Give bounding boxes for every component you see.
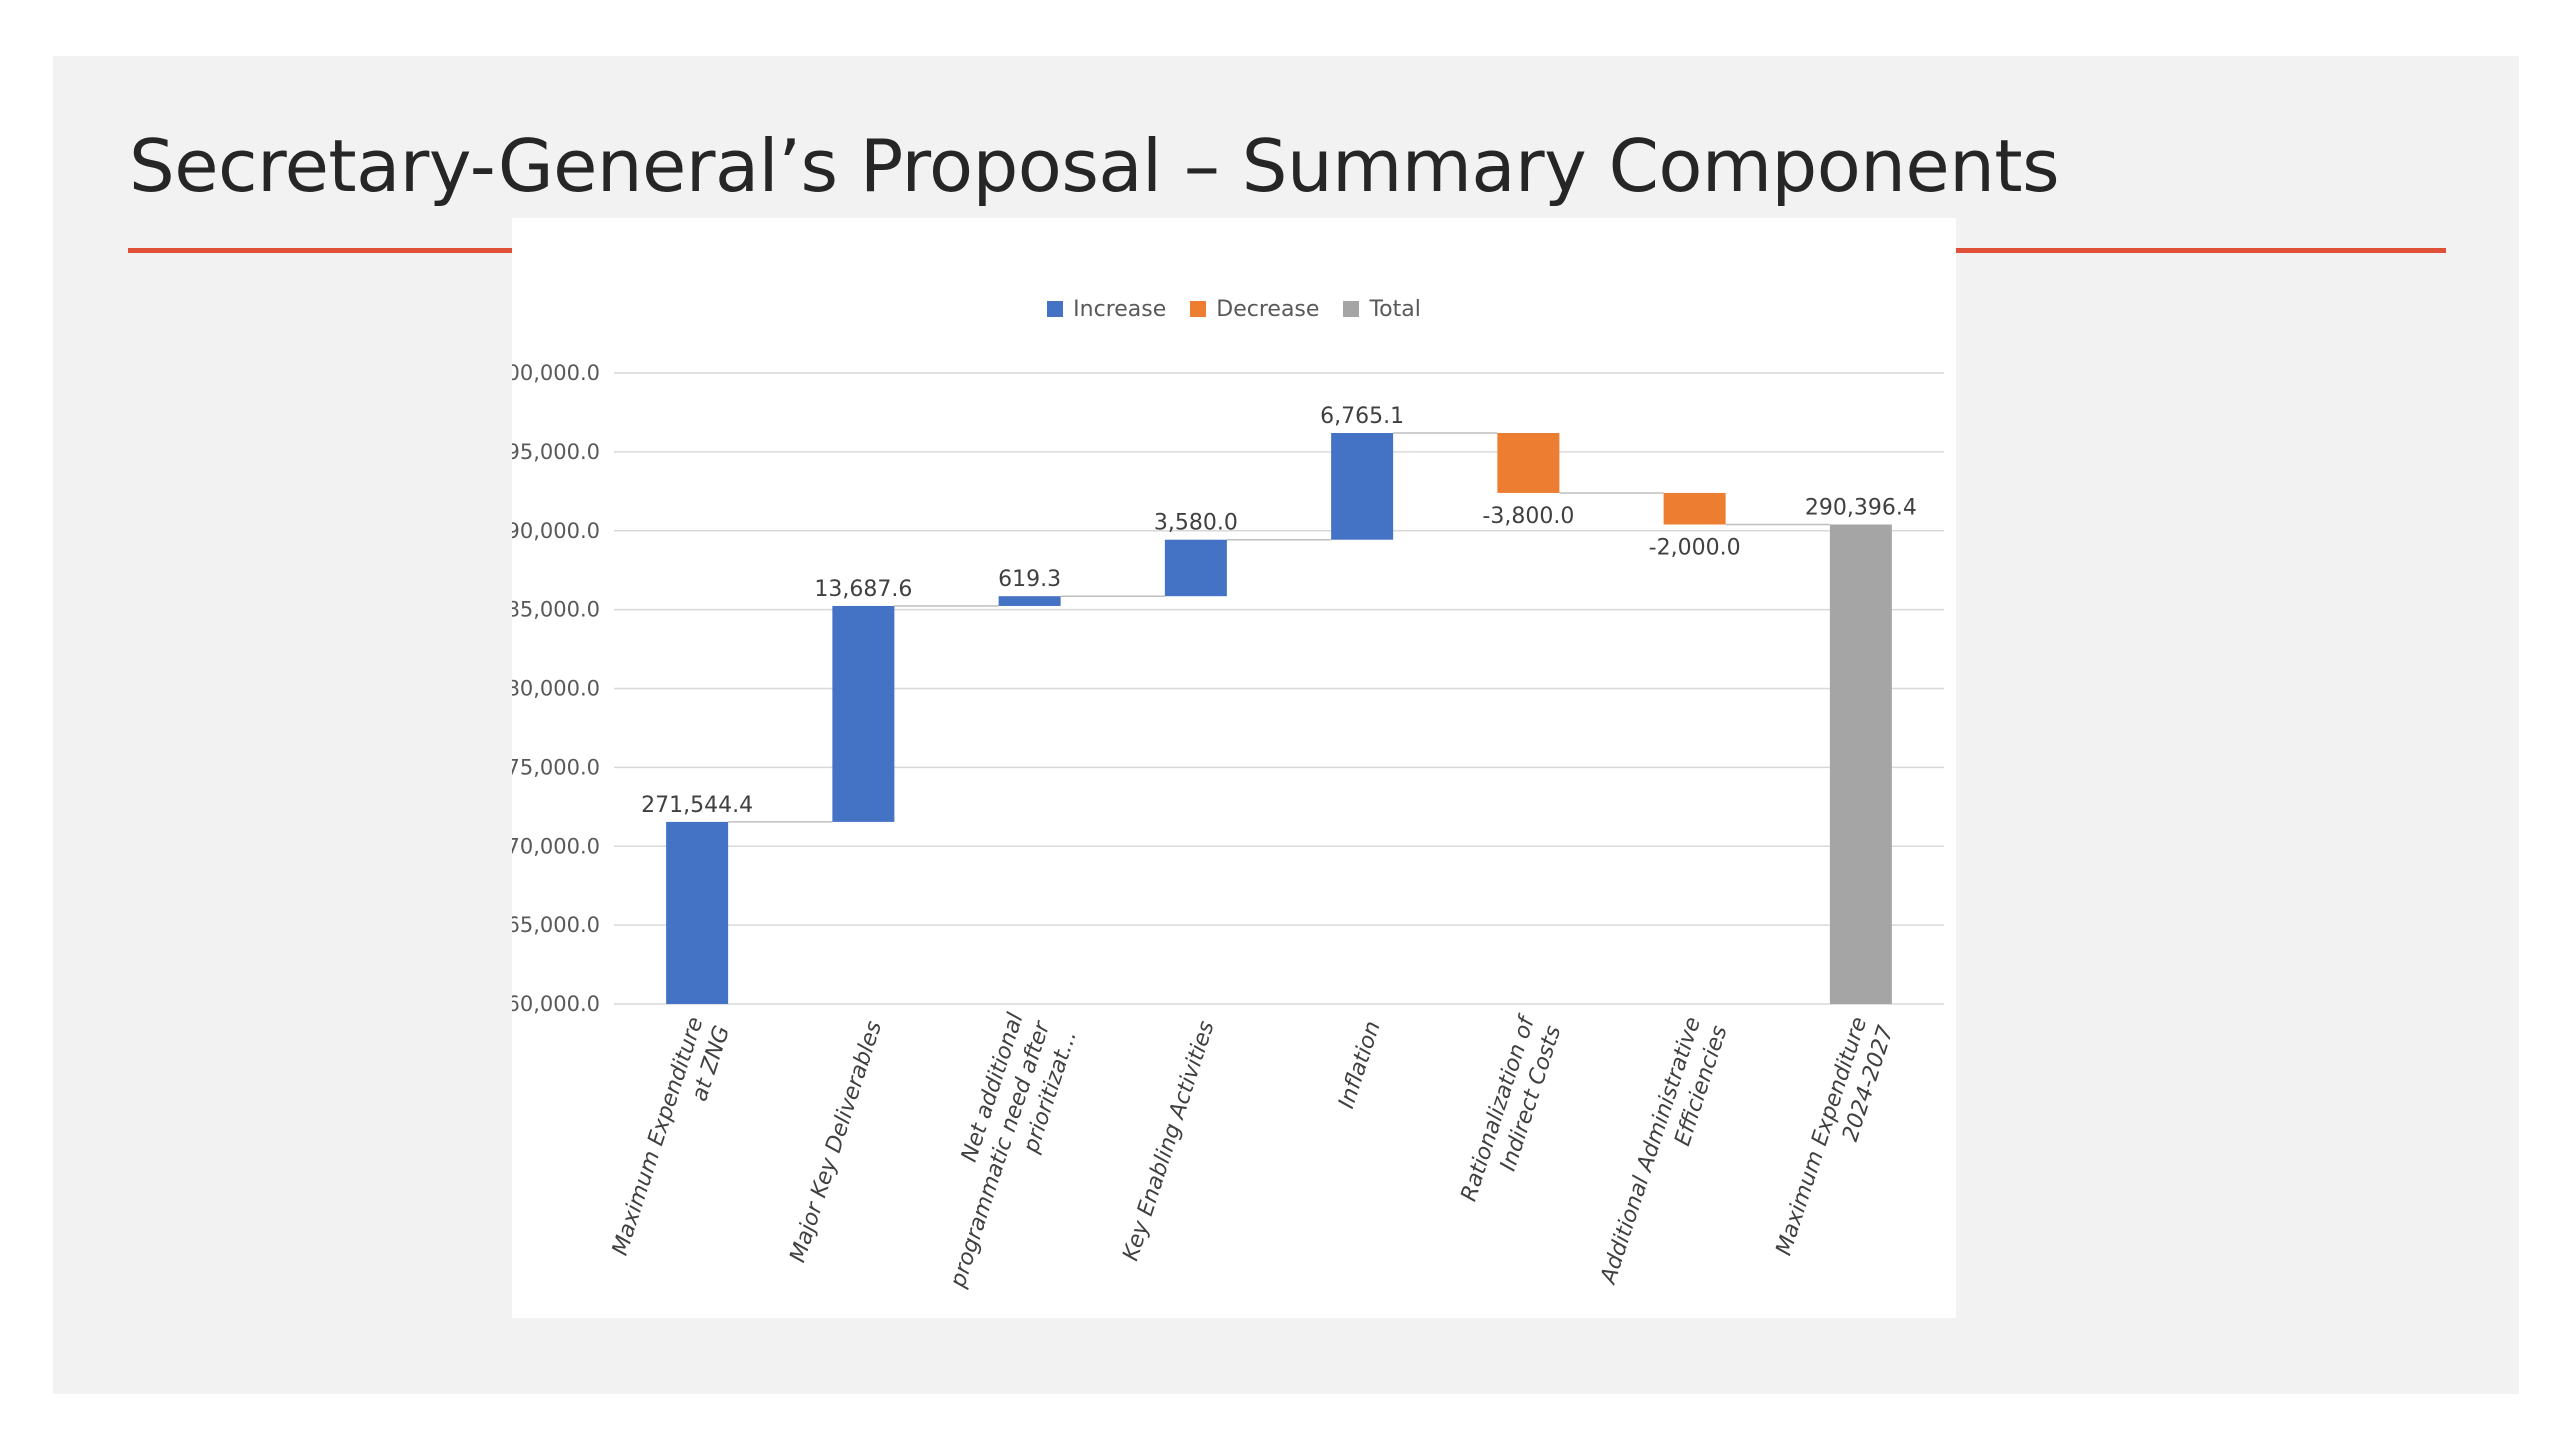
x-tick-label-2: Net additionalprogrammatic need afterpri… [919,1008,1083,1300]
legend-swatch-increase [1047,301,1064,317]
bars [666,433,1892,1004]
chart-legend: Increase Decrease Total [512,294,1956,324]
x-tick-text: Rationalization ofIndirect Costs [1457,1011,1568,1213]
x-tick-label-5: Rationalization ofIndirect Costs [1457,1011,1568,1213]
bar-5 [1497,433,1560,493]
y-tick-label: 290,000.0 [512,519,600,543]
data-label-2: 619.3 [998,567,1061,592]
connector-lines [728,432,1830,823]
bar-1 [832,605,895,822]
legend-item-decrease: Decrease [1190,297,1319,322]
bar-6 [1663,492,1726,525]
y-tick-label: 265,000.0 [512,913,600,937]
y-tick-label: 300,000.0 [512,361,600,385]
bar-4 [1331,433,1394,540]
y-tick-label: 260,000.0 [512,992,600,1016]
y-tick-label: 280,000.0 [512,677,600,701]
x-tick-label-3: Key Enabling Activities [1118,1018,1219,1264]
y-tick-label: 275,000.0 [512,755,600,779]
x-tick-text: Key Enabling Activities [1118,1018,1219,1264]
bar-3 [1164,539,1227,597]
bar-7 [1829,524,1892,1004]
y-tick-label: 295,000.0 [512,440,600,464]
data-label-5: -3,800.0 [1482,504,1574,529]
y-tick-label: 285,000.0 [512,598,600,622]
data-label-1: 13,687.6 [814,577,912,602]
x-axis-labels: Maximum Expenditureat ZNG Major Key Deliv… [608,1008,1899,1300]
x-tick-text: Maximum Expenditureat ZNG [608,1014,735,1267]
x-tick-label-7: Maximum Expenditure2024-2027 [1772,1014,1899,1267]
legend-item-total: Total [1343,296,1421,322]
x-tick-text: Additional AdministrativeEfficiencies [1596,1014,1733,1297]
x-tick-text: Major Key Deliverables [785,1018,887,1266]
bar-2 [998,596,1061,606]
data-label-0: 271,544.4 [641,793,753,818]
legend-item-increase: Increase [1047,297,1166,322]
x-tick-text: Inflation [1334,1018,1386,1112]
grid-lines [614,372,1944,1005]
data-label-4: 6,765.1 [1320,404,1404,429]
legend-swatch-decrease [1190,301,1207,317]
legend-label-decrease: Decrease [1216,296,1320,322]
y-tick-label: 270,000.0 [512,834,600,858]
x-tick-label-0: Maximum Expenditureat ZNG [608,1014,735,1267]
bar-0 [666,821,729,1004]
waterfall-chart: 260,000.0 265,000.0 270,000.0 275,000.0 280,… [512,361,1944,1300]
x-tick-label-6: Additional AdministrativeEfficiencies [1596,1014,1733,1297]
x-tick-label-1: Major Key Deliverables [785,1018,887,1266]
x-tick-text: Maximum Expenditure2024-2027 [1772,1014,1899,1267]
legend-label-total: Total [1369,296,1421,322]
x-tick-label-4: Inflation [1334,1018,1386,1112]
x-tick-text: Net additionalprogrammatic need afterpri… [919,1008,1083,1300]
legend-swatch-total [1343,301,1360,317]
data-label-6: -2,000.0 [1649,535,1741,560]
chart-area: Increase Decrease Total 260,000.0 265,000.0… [512,218,1956,1318]
data-label-7: 290,396.4 [1805,495,1917,520]
legend-label-increase: Increase [1073,296,1167,322]
y-axis-labels: 260,000.0 265,000.0 270,000.0 275,000.0 280,… [512,361,600,1016]
slide-title: Secretary-General’s Proposal – Summary C… [129,124,2060,208]
data-label-3: 3,580.0 [1154,511,1238,536]
data-labels: 271,544.4 13,687.6 619.3 3,580.0 6,765.1 -3,8… [641,404,1917,818]
